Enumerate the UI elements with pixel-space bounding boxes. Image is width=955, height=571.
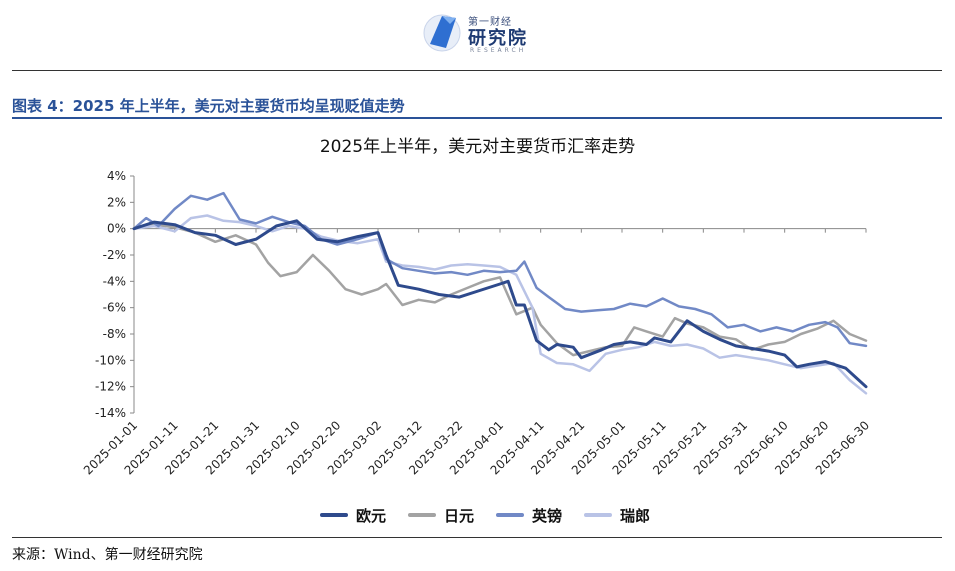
chart-legend: 欧元 日元 英镑 瑞郎: [320, 504, 672, 526]
footer-divider: [12, 537, 942, 538]
y-tick-label: -12%: [95, 380, 126, 394]
figure-title: 图表 4：2025 年上半年，美元对主要货币均呈现贬值走势: [12, 97, 405, 115]
chart-axes: [133, 176, 866, 413]
legend-swatch: [496, 513, 525, 517]
logo-text-top: 第一财经: [468, 17, 512, 28]
legend-swatch: [320, 513, 348, 517]
legend-label: 日元: [444, 506, 475, 525]
y-tick-label: -14%: [95, 406, 126, 420]
y-tick-label: 2%: [107, 195, 126, 209]
legend-swatch: [584, 513, 613, 517]
legend-label: 欧元: [356, 506, 387, 525]
legend-item-gbp: 英镑: [496, 505, 562, 526]
logo-text-main: 研究院: [468, 28, 528, 49]
series-lines: [132, 191, 868, 395]
y-tick-label: -6%: [103, 301, 126, 315]
series-line-jpy: [132, 223, 868, 357]
legend-label: 瑞郎: [620, 506, 651, 525]
logo-text-sub: RESEARCH: [470, 47, 527, 54]
y-tick-label: -2%: [103, 248, 126, 262]
y-tick-label: -10%: [95, 353, 126, 367]
y-tick-label: 0%: [107, 222, 126, 236]
y-tick-label: 4%: [107, 169, 126, 183]
header-divider: [12, 70, 942, 71]
legend-label: 英镑: [532, 506, 563, 525]
y-axis-ticks: 4% 2% 0% -2% -4% -6% -8% -10% -12% -14%: [95, 169, 134, 420]
line-chart: 4%2%0%-2%-4%-6%-8%-10%-12%-14% 2025-01-0…: [81, 169, 872, 477]
chart-title: 2025年上半年，美元对主要货币汇率走势: [319, 137, 636, 157]
source-note: 来源：Wind、第一财经研究院: [12, 547, 203, 563]
legend-item-chf: 瑞郎: [584, 505, 650, 526]
figure-title-divider: [12, 117, 942, 119]
y-tick-label: -4%: [103, 274, 126, 288]
legend-item-jpy: 日元: [408, 505, 474, 526]
logo-emblem-icon: [423, 14, 461, 52]
y-tick-label: -8%: [103, 327, 126, 341]
legend-swatch: [408, 513, 437, 517]
series-line-eur: [132, 219, 868, 389]
brand-logo: 第一财经 研究院 RESEARCH: [422, 8, 552, 58]
legend-item-eur: 欧元: [320, 505, 386, 526]
series-line-gbp: [132, 191, 868, 348]
